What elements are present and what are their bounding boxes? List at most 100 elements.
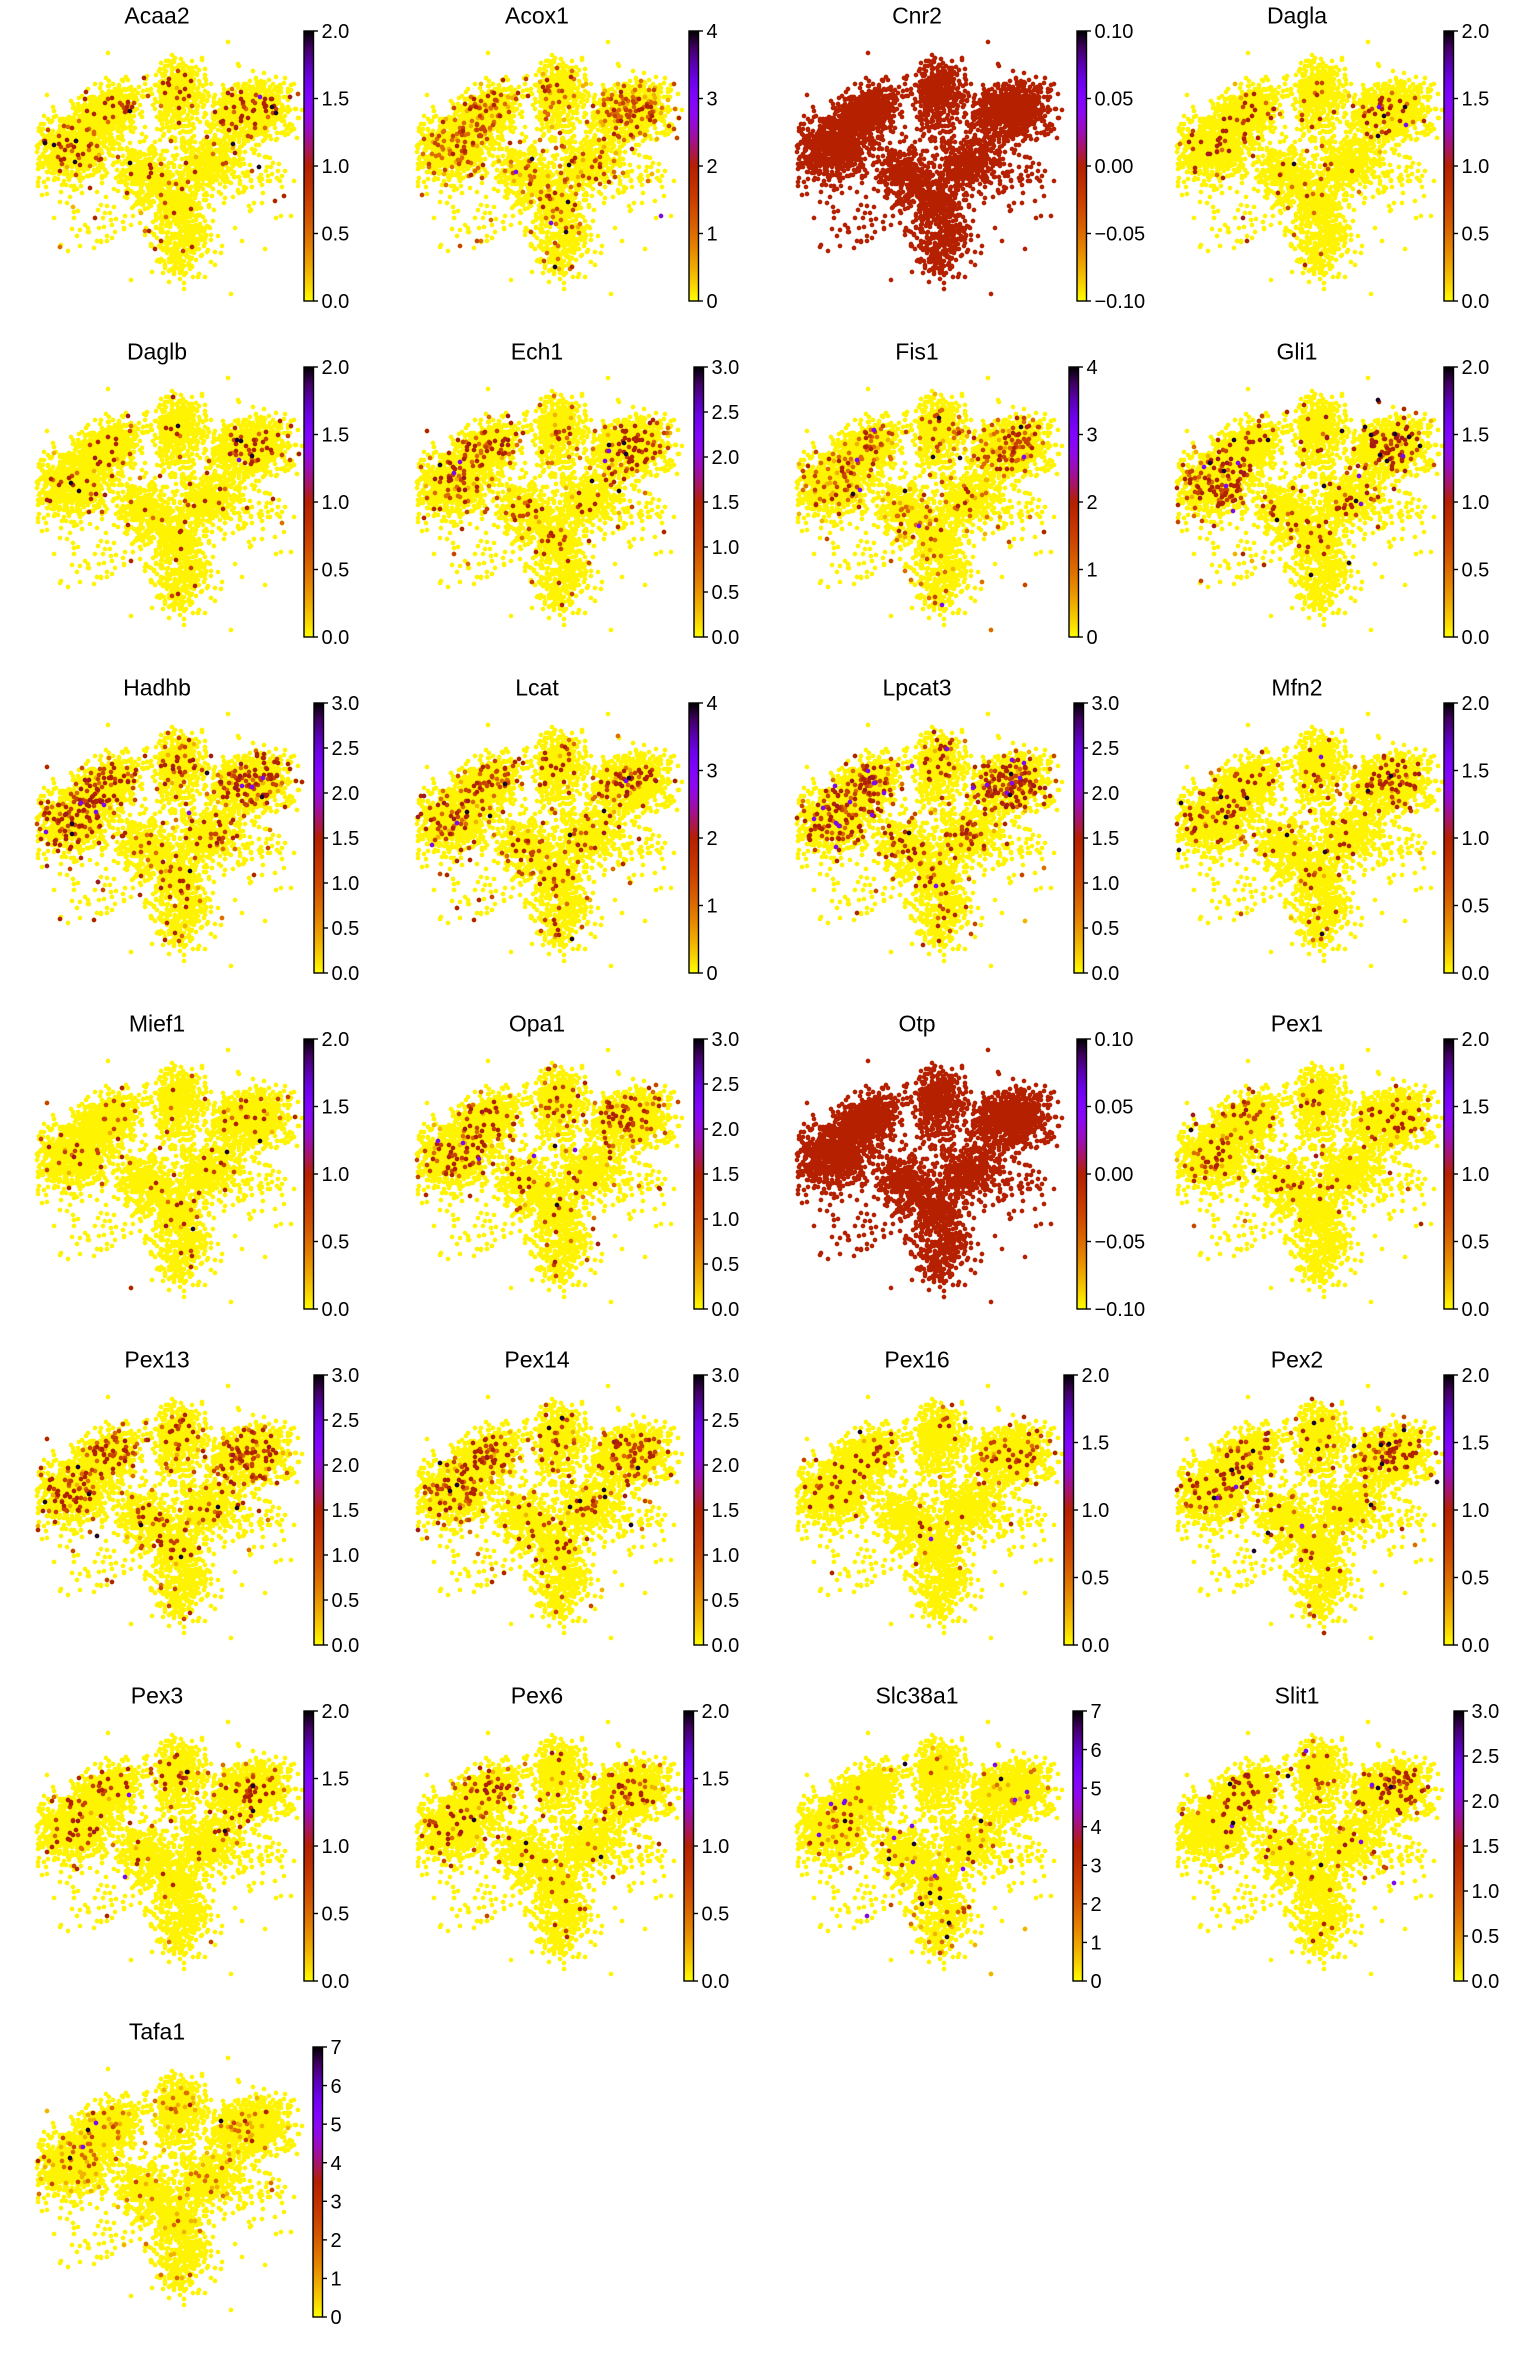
svg-text:0.0: 0.0 <box>322 1971 350 1993</box>
svg-text:0.5: 0.5 <box>1462 560 1490 582</box>
svg-text:1.0: 1.0 <box>322 156 350 178</box>
svg-text:1.0: 1.0 <box>702 1836 730 1858</box>
svg-text:3: 3 <box>707 89 718 111</box>
svg-text:Pex13: Pex13 <box>124 1347 189 1373</box>
svg-text:Fis1: Fis1 <box>895 339 938 365</box>
svg-text:1.5: 1.5 <box>322 1769 350 1791</box>
svg-text:2: 2 <box>707 828 718 850</box>
svg-text:−0.10: −0.10 <box>1095 1299 1146 1321</box>
svg-text:3.0: 3.0 <box>332 1365 360 1387</box>
svg-text:1.0: 1.0 <box>1462 1164 1490 1186</box>
svg-text:6: 6 <box>331 2076 342 2098</box>
svg-text:2.0: 2.0 <box>712 447 740 469</box>
svg-text:1.5: 1.5 <box>1082 1433 1110 1455</box>
svg-text:3.0: 3.0 <box>712 1365 740 1387</box>
svg-text:4: 4 <box>331 2153 342 2175</box>
svg-text:1.0: 1.0 <box>1462 828 1490 850</box>
svg-text:0.5: 0.5 <box>1462 1568 1490 1590</box>
svg-text:0.5: 0.5 <box>702 1904 730 1926</box>
svg-text:Pex3: Pex3 <box>131 1683 183 1709</box>
svg-text:0.0: 0.0 <box>322 1299 350 1321</box>
svg-text:0.5: 0.5 <box>712 1590 740 1612</box>
svg-text:0.05: 0.05 <box>1095 1097 1134 1119</box>
svg-text:2.0: 2.0 <box>322 21 350 43</box>
svg-text:0.0: 0.0 <box>332 1635 360 1657</box>
svg-text:2.5: 2.5 <box>712 402 740 424</box>
svg-text:2.0: 2.0 <box>1082 1365 1110 1387</box>
svg-text:1.0: 1.0 <box>1462 1500 1490 1522</box>
svg-text:−0.05: −0.05 <box>1095 1232 1146 1254</box>
svg-text:0.0: 0.0 <box>1462 291 1490 313</box>
svg-text:1.5: 1.5 <box>1462 89 1490 111</box>
svg-text:0.5: 0.5 <box>332 918 360 940</box>
svg-text:2.0: 2.0 <box>1462 1365 1490 1387</box>
svg-text:1.5: 1.5 <box>332 828 360 850</box>
svg-text:Acox1: Acox1 <box>505 3 569 29</box>
svg-text:1.0: 1.0 <box>1472 1881 1500 1903</box>
svg-text:4: 4 <box>707 21 718 43</box>
svg-text:2.0: 2.0 <box>702 1701 730 1723</box>
svg-text:0.5: 0.5 <box>1082 1568 1110 1590</box>
svg-text:2.0: 2.0 <box>322 357 350 379</box>
svg-text:0.0: 0.0 <box>712 1635 740 1657</box>
svg-text:Mfn2: Mfn2 <box>1271 675 1322 701</box>
svg-text:2.0: 2.0 <box>712 1455 740 1477</box>
svg-text:Lcat: Lcat <box>515 675 559 701</box>
svg-text:1.5: 1.5 <box>712 492 740 514</box>
svg-text:3.0: 3.0 <box>1092 693 1120 715</box>
svg-text:3: 3 <box>707 761 718 783</box>
svg-text:5: 5 <box>1091 1778 1102 1800</box>
svg-text:2.0: 2.0 <box>1462 693 1490 715</box>
svg-text:Pex1: Pex1 <box>1271 1011 1323 1037</box>
svg-text:0.0: 0.0 <box>322 291 350 313</box>
svg-text:1.5: 1.5 <box>332 1500 360 1522</box>
svg-text:Gli1: Gli1 <box>1277 339 1318 365</box>
svg-text:0.5: 0.5 <box>1462 224 1490 246</box>
svg-text:0.5: 0.5 <box>332 1590 360 1612</box>
svg-text:Slit1: Slit1 <box>1275 1683 1320 1709</box>
svg-text:2.5: 2.5 <box>712 1074 740 1096</box>
svg-text:1.0: 1.0 <box>1092 873 1120 895</box>
svg-text:0.10: 0.10 <box>1095 1029 1134 1051</box>
svg-text:Pex6: Pex6 <box>511 1683 563 1709</box>
svg-text:2: 2 <box>1091 1894 1102 1916</box>
svg-text:6: 6 <box>1091 1740 1102 1762</box>
svg-text:1.5: 1.5 <box>702 1769 730 1791</box>
svg-text:1.0: 1.0 <box>332 873 360 895</box>
svg-text:1.5: 1.5 <box>322 425 350 447</box>
svg-text:1.5: 1.5 <box>1472 1836 1500 1858</box>
svg-text:0.0: 0.0 <box>1462 963 1490 985</box>
svg-text:Mief1: Mief1 <box>129 1011 185 1037</box>
svg-text:2.0: 2.0 <box>1472 1791 1500 1813</box>
svg-text:1.5: 1.5 <box>1462 425 1490 447</box>
svg-text:0.00: 0.00 <box>1095 1164 1134 1186</box>
svg-text:3.0: 3.0 <box>712 1029 740 1051</box>
svg-text:0.5: 0.5 <box>322 224 350 246</box>
svg-text:1.5: 1.5 <box>322 1097 350 1119</box>
svg-text:7: 7 <box>1091 1701 1102 1723</box>
svg-text:0.0: 0.0 <box>1092 963 1120 985</box>
svg-text:1.0: 1.0 <box>1082 1500 1110 1522</box>
svg-text:1: 1 <box>1091 1933 1102 1955</box>
svg-text:1.0: 1.0 <box>322 1164 350 1186</box>
svg-text:0.0: 0.0 <box>712 1299 740 1321</box>
svg-text:1.5: 1.5 <box>1462 761 1490 783</box>
svg-text:4: 4 <box>1087 357 1098 379</box>
svg-text:0: 0 <box>1091 1971 1102 1993</box>
svg-text:1: 1 <box>331 2269 342 2291</box>
svg-text:1: 1 <box>707 224 718 246</box>
svg-text:0.0: 0.0 <box>712 627 740 649</box>
svg-text:0.5: 0.5 <box>1462 896 1490 918</box>
svg-text:1.0: 1.0 <box>1462 492 1490 514</box>
svg-text:4: 4 <box>1091 1817 1102 1839</box>
svg-text:Cnr2: Cnr2 <box>892 3 942 29</box>
svg-text:0: 0 <box>1087 627 1098 649</box>
svg-text:0: 0 <box>707 963 718 985</box>
svg-text:1.5: 1.5 <box>322 89 350 111</box>
svg-text:1.0: 1.0 <box>322 492 350 514</box>
svg-text:2.0: 2.0 <box>1462 1029 1490 1051</box>
svg-text:0.5: 0.5 <box>1462 1232 1490 1254</box>
svg-text:Opa1: Opa1 <box>509 1011 565 1037</box>
svg-text:1: 1 <box>707 896 718 918</box>
svg-text:0.5: 0.5 <box>1092 918 1120 940</box>
